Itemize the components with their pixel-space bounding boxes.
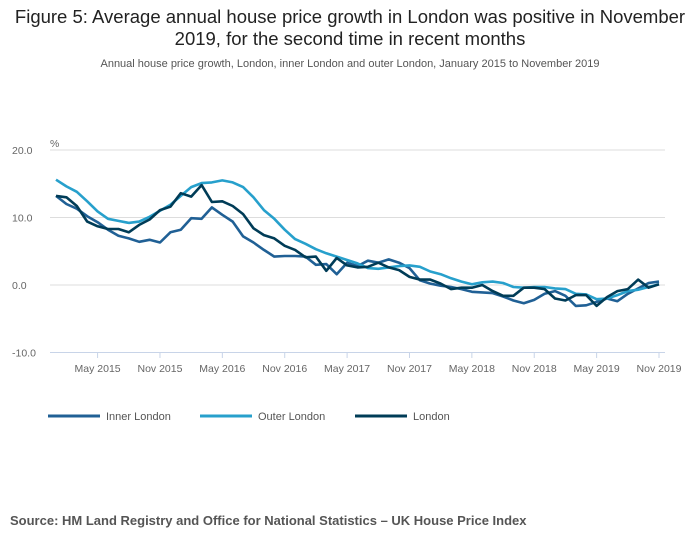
x-tick-label: May 2018: [449, 363, 495, 375]
x-tick-label: Nov 2015: [137, 363, 182, 375]
x-tick-label: Nov 2017: [387, 363, 432, 375]
x-tick-label: May 2015: [75, 363, 121, 375]
x-tick-label: May 2017: [324, 363, 370, 375]
y-tick-label: 10.0: [12, 213, 33, 225]
x-tick-label: May 2019: [574, 363, 620, 375]
chart-title: Figure 5: Average annual house price gro…: [14, 6, 686, 49]
x-tick-label: May 2016: [199, 363, 245, 375]
chart-subtitle: Annual house price growth, London, inner…: [100, 58, 600, 70]
y-tick-label: 0.0: [12, 280, 27, 292]
legend-label: Inner London: [106, 411, 171, 423]
x-tick-label: Nov 2018: [512, 363, 557, 375]
source-note: Source: HM Land Registry and Office for …: [10, 513, 527, 528]
x-tick-label: Nov 2019: [637, 363, 682, 375]
legend-label: London: [413, 411, 450, 423]
y-axis-label: %: [50, 138, 59, 150]
y-tick-label: 20.0: [12, 145, 33, 157]
x-tick-label: Nov 2016: [262, 363, 307, 375]
legend-label: Outer London: [258, 411, 325, 423]
series-line-london: [55, 183, 660, 308]
y-tick-label: -10.0: [12, 348, 36, 360]
